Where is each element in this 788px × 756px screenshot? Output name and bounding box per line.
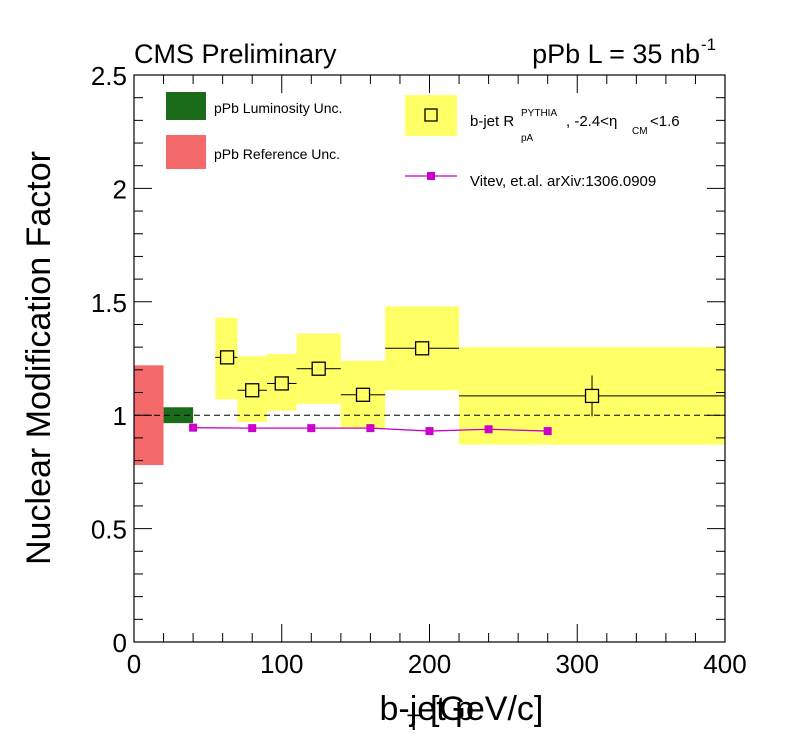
x-axis-label: b-jet p xyxy=(380,690,475,728)
axis-ticks xyxy=(133,74,726,643)
legend-data-main: b-jet R xyxy=(470,113,514,130)
header-right-text: pPb L = 35 nb xyxy=(532,39,700,69)
theory-point-4 xyxy=(425,427,434,436)
legend-data-eta-sub: CM xyxy=(632,126,648,137)
legend-data-marker xyxy=(424,108,438,122)
x-tick-label-200: 200 xyxy=(408,649,451,679)
legend-theory-marker xyxy=(427,172,435,180)
y-tick-label-2.5: 2.5 xyxy=(91,61,127,91)
x-tick-label-400: 400 xyxy=(703,649,746,679)
sys-box-2 xyxy=(266,353,297,411)
y-tick-label-0.5: 0.5 xyxy=(91,515,127,545)
x-tick-label-0: 0 xyxy=(127,649,141,679)
y-tick-label-0: 0 xyxy=(113,628,127,658)
legend-data-label: b-jet R xyxy=(470,113,514,130)
data-point-4 xyxy=(355,387,371,402)
legend-lumi-label: pPb Luminosity Unc. xyxy=(214,100,342,116)
sys-box-1 xyxy=(237,356,267,423)
theory-point-0 xyxy=(189,423,198,432)
systematic-boxes xyxy=(215,306,725,445)
y-tick-label-1: 1 xyxy=(113,401,127,431)
legend-ref-swatch xyxy=(166,135,206,169)
theory-point-6 xyxy=(543,427,552,436)
y-axis-label: Nuclear Modification Factor xyxy=(20,151,58,565)
data-point-3 xyxy=(311,361,326,376)
x-tick-label-300: 300 xyxy=(556,649,599,679)
legend-data-end: <1.6 xyxy=(650,113,680,130)
axis-tick-labels: 0 100 200 300 400 0 0.5 1 1.5 2 2.5 xyxy=(91,61,747,679)
x-axis-label-main: b-jet p xyxy=(380,690,475,728)
legend: pPb Luminosity Unc. pPb Reference Unc. b… xyxy=(166,92,680,190)
legend-data-rest: , -2.4<η xyxy=(566,113,617,130)
y-tick-label-1.5: 1.5 xyxy=(91,288,127,318)
x-tick-label-100: 100 xyxy=(260,649,303,679)
legend-data-sub: pA xyxy=(521,133,534,144)
x-axis-label-unit: [GeV/c] xyxy=(430,690,543,728)
theory-point-5 xyxy=(484,425,493,434)
sys-box-0 xyxy=(215,317,238,400)
theory-curve-layer xyxy=(189,423,552,436)
data-point-0 xyxy=(219,350,235,365)
data-point-1 xyxy=(245,383,260,398)
legend-lumi-swatch xyxy=(166,92,206,120)
header-left: CMS Preliminary xyxy=(134,39,337,69)
legend-ref-label: pPb Reference Unc. xyxy=(214,146,340,162)
legend-theory-label: Vitev, et.al. arXiv:1306.0909 xyxy=(470,173,656,190)
data-point-6 xyxy=(584,388,600,404)
legend-data-sup: PYTHIA xyxy=(521,108,557,119)
header-right-sup: -1 xyxy=(701,35,716,54)
data-points-layer xyxy=(215,341,725,417)
header-right: pPb L = 35 nb xyxy=(532,39,700,69)
legend-data-swatch xyxy=(405,95,457,136)
x-axis-label-sub: T xyxy=(407,710,420,735)
theory-point-1 xyxy=(248,424,257,433)
data-point-5 xyxy=(414,341,430,356)
theory-point-2 xyxy=(307,424,316,433)
theory-point-3 xyxy=(366,424,375,433)
y-tick-label-2: 2 xyxy=(113,174,127,204)
data-point-2 xyxy=(274,376,289,391)
